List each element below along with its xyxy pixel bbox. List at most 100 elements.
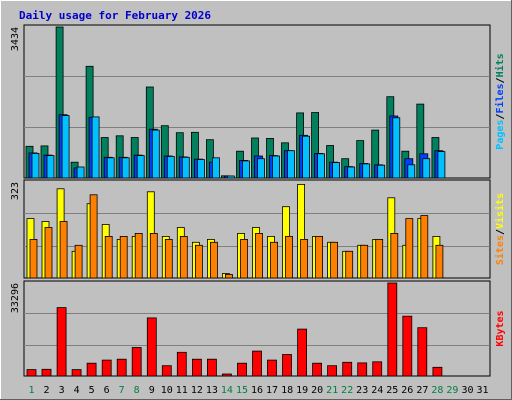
bar-pages-day-26 (407, 164, 416, 179)
bar-kbytes-day-25 (387, 282, 398, 377)
bar-sites-day-4 (74, 244, 83, 279)
bar-pages-day-12 (196, 159, 205, 179)
day-label-3: 3 (59, 385, 65, 396)
day-label-19: 19 (296, 385, 308, 396)
bar-sites-day-10 (164, 238, 173, 279)
bar-sites-day-27 (420, 215, 429, 279)
bar-pages-day-27 (422, 158, 431, 179)
day-label-8: 8 (134, 385, 140, 396)
bar-pages-day-2 (46, 155, 55, 179)
side-label-part-kbytes: KBytes (495, 310, 506, 346)
day-label-7: 7 (119, 385, 125, 396)
day-label-31: 31 (476, 385, 488, 396)
bar-kbytes-day-3 (56, 307, 67, 377)
bar-sites-day-8 (134, 232, 143, 279)
bar-kbytes-day-2 (41, 368, 52, 377)
bar-kbytes-day-1 (26, 369, 37, 377)
bar-pages-day-23 (362, 163, 371, 179)
bar-sites-day-26 (405, 218, 414, 279)
bar-pages-day-15 (242, 160, 250, 179)
bar-pages-day-14 (226, 175, 235, 179)
day-label-30: 30 (461, 385, 473, 396)
bar-sites-day-18 (285, 235, 293, 279)
bar-kbytes-day-13 (206, 358, 217, 377)
bar-pages-day-22 (347, 166, 356, 179)
bar-kbytes-day-7 (116, 358, 127, 377)
bar-pages-day-5 (91, 116, 100, 179)
bar-sites-day-23 (360, 244, 369, 279)
bar-pages-day-28 (437, 151, 446, 179)
bar-sites-day-11 (179, 235, 188, 279)
day-label-26: 26 (401, 385, 413, 396)
bar-pages-day-21 (332, 162, 341, 179)
bar-kbytes-day-20 (312, 362, 323, 377)
bar-sites-day-2 (44, 227, 53, 279)
bar-pages-day-17 (272, 155, 280, 179)
bar-pages-day-4 (76, 166, 85, 179)
bar-kbytes-day-23 (357, 362, 368, 377)
bar-kbytes-day-10 (161, 365, 172, 377)
bar-pages-day-9 (151, 129, 160, 179)
bar-kbytes-day-8 (131, 347, 142, 377)
bar-sites-day-20 (315, 235, 324, 279)
bar-sites-day-5 (89, 194, 98, 279)
day-label-20: 20 (311, 385, 323, 396)
side-label-part-hits: Hits (494, 53, 506, 77)
side-label-hits-files-pages: Pages/Files/Hits (494, 53, 506, 149)
bar-sites-day-3 (59, 221, 68, 279)
ymax-label-kbytes: 33296 (10, 283, 21, 313)
bar-sites-day-16 (255, 232, 263, 279)
day-label-25: 25 (386, 385, 398, 396)
bar-sites-day-21 (330, 241, 339, 279)
panel-kbytes: 33296 KBytes (10, 280, 506, 377)
bar-pages-day-6 (106, 157, 115, 179)
bar-sites-day-17 (270, 241, 278, 279)
ymax-label-hits-files-pages: 3434 (10, 27, 21, 51)
side-label-visits-sites: Sites/Visits (494, 193, 506, 265)
day-label-11: 11 (176, 385, 188, 396)
bar-pages-day-19 (302, 135, 311, 179)
panel-hits-files-pages: 3434 Pages/Files/Hits (10, 24, 506, 179)
side-label-kbytes: KBytes (495, 310, 506, 346)
day-label-18: 18 (281, 385, 293, 396)
bar-kbytes-day-19 (297, 328, 308, 377)
chart-title: Daily usage for February 2026 (19, 9, 211, 22)
panel-visits-sites: 323 Sites/Visits (10, 179, 506, 279)
bar-sites-day-15 (240, 238, 248, 279)
side-label-separator: / (495, 114, 506, 120)
bar-kbytes-day-16 (252, 350, 262, 377)
bar-kbytes-day-4 (71, 369, 82, 377)
bar-pages-day-8 (136, 155, 145, 179)
bar-pages-day-24 (377, 164, 386, 179)
bar-kbytes-day-18 (282, 354, 292, 377)
day-label-13: 13 (206, 385, 218, 396)
bar-kbytes-day-5 (86, 362, 97, 377)
bar-pages-day-16 (257, 158, 265, 179)
day-label-22: 22 (341, 385, 353, 396)
bar-kbytes-day-17 (267, 359, 277, 377)
side-label-part-pages: Pages (495, 120, 506, 150)
bar-pages-day-1 (31, 152, 40, 179)
bar-sites-day-1 (29, 238, 38, 279)
ymax-label-visits-sites: 323 (10, 182, 21, 200)
bar-kbytes-day-22 (342, 361, 353, 377)
day-label-6: 6 (104, 385, 110, 396)
bar-sites-day-7 (119, 235, 128, 279)
bar-kbytes-day-21 (327, 365, 338, 377)
bar-sites-day-25 (390, 232, 399, 279)
bar-kbytes-day-6 (101, 359, 112, 377)
side-label-separator: / (495, 77, 506, 83)
bar-sites-day-13 (209, 241, 218, 279)
bar-sites-day-22 (345, 250, 354, 279)
bar-sites-day-24 (375, 238, 384, 279)
day-label-16: 16 (251, 385, 263, 396)
bar-pages-day-25 (392, 117, 401, 179)
bar-kbytes-day-9 (146, 317, 157, 377)
day-label-10: 10 (161, 385, 173, 396)
bar-pages-day-7 (121, 157, 130, 179)
side-label-part-sites: Sites (494, 235, 506, 265)
day-label-2: 2 (43, 385, 49, 396)
bar-kbytes-day-15 (237, 362, 247, 377)
